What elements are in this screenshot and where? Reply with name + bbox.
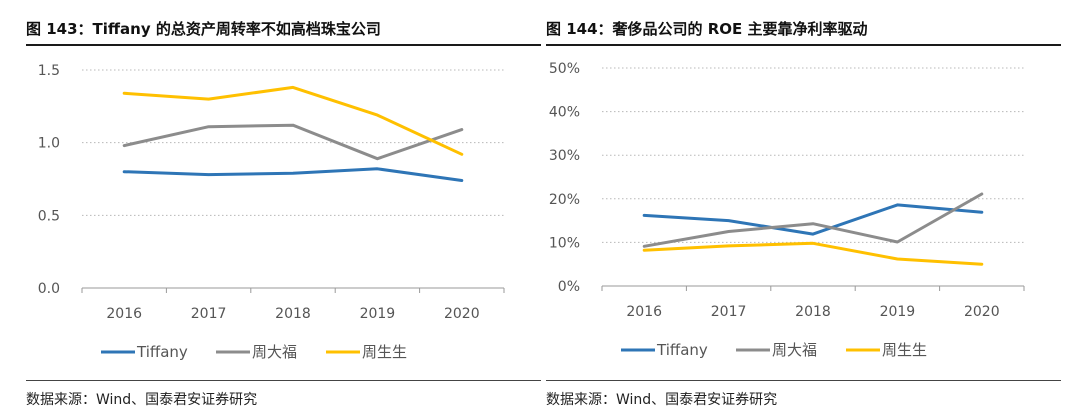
source-note: 数据来源：Wind、国泰君安证券研究 xyxy=(26,392,258,408)
series-line-2 xyxy=(122,123,464,161)
x-tick-label: 2019 xyxy=(360,306,396,322)
figure-title: 图 143：Tiffany 的总资产周转率不如高档珠宝公司 xyxy=(26,20,381,38)
y-tick-label: 1.0 xyxy=(38,136,60,152)
y-tick-label: 0.0 xyxy=(38,281,60,297)
legend-label: 周大福 xyxy=(252,343,297,361)
y-tick-label: 0.5 xyxy=(38,208,60,224)
x-tick-label: 2020 xyxy=(964,304,1000,320)
panel-fig-144: 图 144：奢侈品公司的 ROE 主要靠净利率驱动 0% 10% 20% 30% 40%… xyxy=(546,0,1061,416)
series-line-1 xyxy=(122,167,464,182)
y-tick-label: 50% xyxy=(549,61,580,77)
panel-fig-143: 图 143：Tiffany 的总资产周转率不如高档珠宝公司 0.0 0.5 1.0 1… xyxy=(26,0,541,416)
x-tick-label: 2017 xyxy=(191,306,227,322)
series-line-3 xyxy=(642,241,984,266)
title-divider xyxy=(26,44,541,46)
x-tick-label: 2016 xyxy=(626,304,662,320)
y-tick-label: 30% xyxy=(549,148,580,164)
y-tick-label: 0% xyxy=(558,279,580,295)
source-divider xyxy=(26,380,541,381)
figure-title: 图 144：奢侈品公司的 ROE 主要靠净利率驱动 xyxy=(546,20,868,38)
y-tick-label: 20% xyxy=(549,192,580,208)
x-tick-label: 2019 xyxy=(880,304,916,320)
y-tick-label: 40% xyxy=(549,105,580,121)
x-tick-label: 2017 xyxy=(711,304,747,320)
x-tick-label: 2018 xyxy=(795,304,831,320)
legend-label: 周生生 xyxy=(882,341,927,359)
x-tick-label: 2020 xyxy=(444,306,480,322)
series-line-2 xyxy=(642,192,984,248)
legend-label: 周生生 xyxy=(362,343,407,361)
series-line-1 xyxy=(642,203,984,236)
y-tick-label: 10% xyxy=(549,235,580,251)
source-note: 数据来源：Wind、国泰君安证券研究 xyxy=(546,392,778,408)
legend-label: Tiffany xyxy=(136,343,188,361)
title-divider xyxy=(546,44,1061,46)
legend-label: 周大福 xyxy=(772,341,817,359)
chart-roe: 0% 10% 20% 30% 40% 50% 2016 2017 2018 2019 2020 Tif… xyxy=(549,61,1025,359)
y-tick-label: 1.5 xyxy=(38,63,60,79)
x-tick-label: 2016 xyxy=(106,306,142,322)
x-tick-label: 2018 xyxy=(275,306,311,322)
chart-asset-turnover: 0.0 0.5 1.0 1.5 2016 2017 2018 2019 2020 Tiffany 周… xyxy=(38,63,505,361)
series-line-3 xyxy=(122,85,464,156)
legend-label: Tiffany xyxy=(656,341,708,359)
source-divider xyxy=(546,380,1061,381)
